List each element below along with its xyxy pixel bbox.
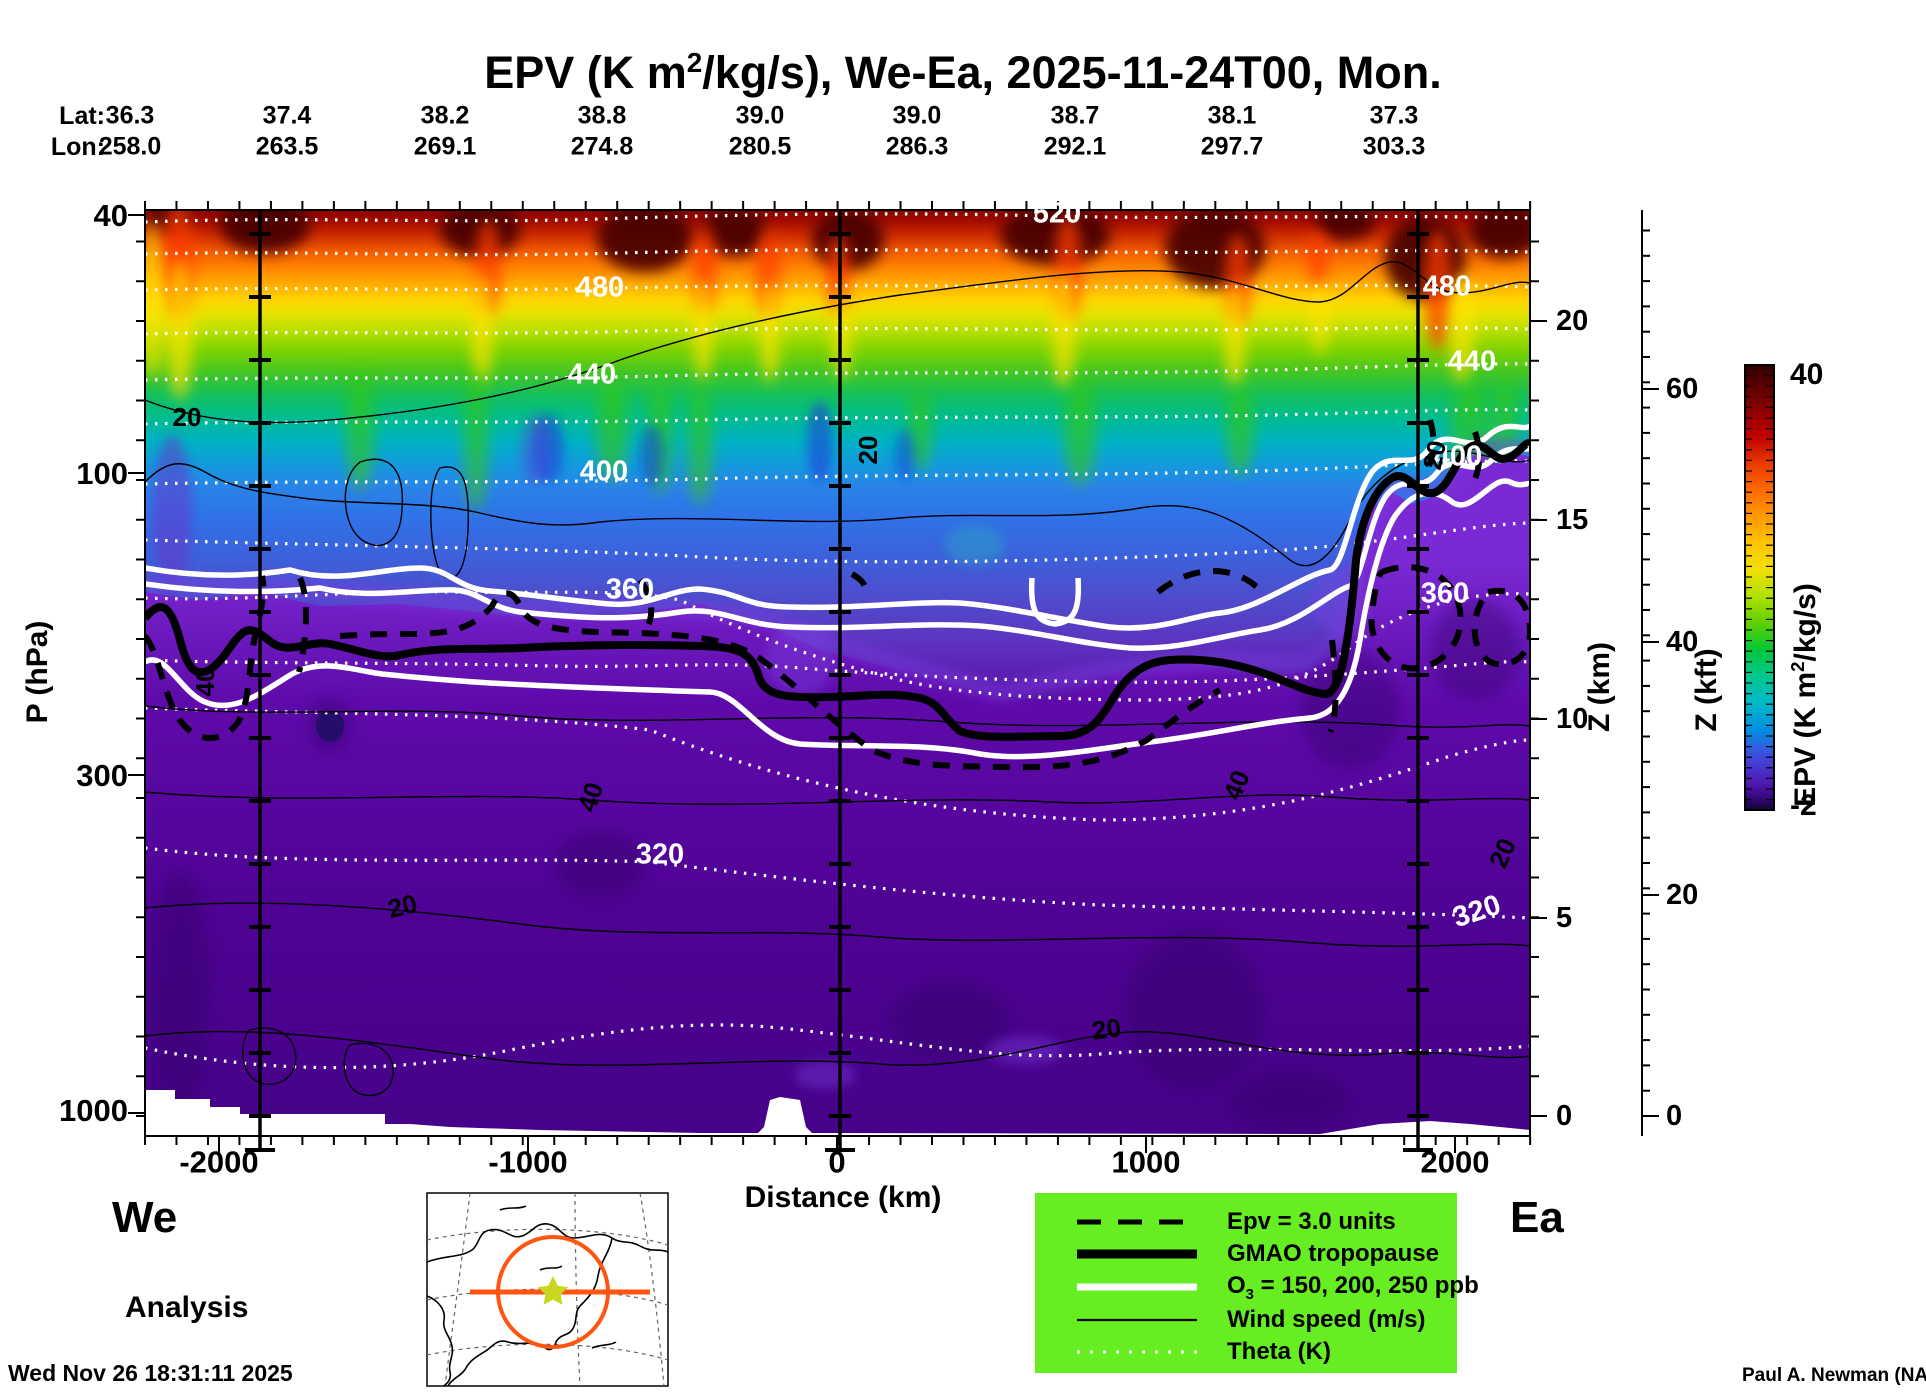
wind-label-20: 20 [1090, 1012, 1123, 1046]
navy-blob [316, 710, 344, 742]
lon-value: 274.8 [570, 132, 634, 161]
blue-pockets [152, 402, 1005, 585]
zkm-tick-5: 5 [1556, 902, 1573, 934]
lat-value: 37.4 [262, 101, 312, 130]
legend-item-ozone: O3 = 150, 200, 250 ppb [1227, 1272, 1479, 1303]
x-tick: 0 [828, 1144, 846, 1180]
lat-value: 38.7 [1050, 101, 1100, 130]
lat-value: 38.8 [577, 101, 627, 130]
lon-value: 280.5 [728, 132, 792, 161]
lon-value: 269.1 [413, 132, 477, 161]
x-tick: -2000 [179, 1144, 259, 1180]
legend-box [1035, 1193, 1457, 1373]
wind-label-40: 40 [190, 667, 220, 697]
colorbar-title: EPV (K m2/kg/s) [1787, 583, 1822, 807]
run-type-label: Analysis [125, 1291, 249, 1324]
green-fingers [346, 370, 1519, 510]
theta-label-480: 480 [1422, 270, 1472, 303]
z-kft-ticks [1642, 229, 1659, 1117]
tropopause-line [145, 439, 1530, 741]
wind-label-20: 20 [853, 435, 883, 465]
map-inset [426, 1192, 669, 1387]
lat-value: 39.0 [735, 101, 785, 130]
lon-row-label: Lon: [50, 133, 105, 161]
p-tick-40: 40 [93, 198, 128, 233]
theta-label-320: 320 [635, 838, 685, 871]
wind-label-20: 20 [172, 402, 202, 432]
zkm-tick-15: 15 [1556, 504, 1589, 536]
legend-item-tropopause: GMAO tropopause [1227, 1240, 1440, 1267]
theta-label-440: 440 [567, 358, 617, 391]
zkft-tick-60: 60 [1666, 373, 1699, 405]
theta-label-360: 360 [1420, 577, 1470, 610]
lon-value: 286.3 [885, 132, 949, 161]
map-range-circle [496, 1235, 610, 1349]
credit: Paul A. Newman (NASA [1742, 1365, 1926, 1386]
wind-label-20: 20 [384, 887, 421, 925]
legend-item-wind: Wind speed (m/s) [1227, 1306, 1426, 1333]
p-tick-300: 300 [76, 758, 128, 793]
wind-label-20: 20 [1416, 437, 1453, 473]
epv3-dashed-contours [145, 419, 1530, 771]
theta-label-360: 360 [605, 573, 655, 606]
colorbar-max: 40 [1790, 358, 1824, 391]
east-end-label: Ea [1510, 1193, 1564, 1242]
yellow-streaks [145, 220, 1474, 400]
zkft-axis-title: Z (kft) [1690, 648, 1723, 732]
x-tick: -1000 [488, 1144, 568, 1180]
x-tick: 2000 [1420, 1144, 1490, 1180]
theta-label-400: 400 [579, 455, 629, 488]
epv-field [145, 210, 1530, 1136]
axis-ticks [128, 201, 1547, 1153]
distance-axis-title: Distance (km) [744, 1181, 942, 1214]
lon-value: 263.5 [255, 132, 319, 161]
map-location-star [537, 1276, 569, 1305]
theta-label-440: 440 [1447, 345, 1497, 378]
zkm-tick-10: 10 [1556, 703, 1589, 735]
lat-value: 38.1 [1207, 101, 1257, 130]
zkft-tick-40: 40 [1666, 626, 1699, 658]
legend-item-epv: Epv = 3.0 units [1227, 1208, 1396, 1235]
timestamp: Wed Nov 26 18:31:11 2025 [8, 1360, 293, 1386]
waypoint-lines [258, 210, 1420, 1150]
lat-value: 38.2 [420, 101, 470, 130]
figure-title: EPV (K m2/kg/s), We-Ea, 2025-11-24T00, M… [484, 47, 1442, 98]
p-tick-1000: 1000 [59, 1093, 128, 1128]
theta-label-400: 400 [1433, 440, 1483, 473]
x-tick: 1000 [1111, 1144, 1181, 1180]
theta-label-520: 520 [1032, 197, 1082, 230]
colorbar-min: -2 [1790, 789, 1817, 822]
zkm-axis-title: Z (km) [1583, 642, 1616, 732]
zkm-tick-0: 0 [1556, 1100, 1573, 1132]
lat-value: 39.0 [892, 101, 942, 130]
ozone-contours [145, 423, 1530, 760]
lon-value: 258.0 [98, 132, 162, 161]
zkm-tick-20: 20 [1556, 305, 1589, 337]
zkft-tick-20: 20 [1666, 879, 1699, 911]
terrain-mask [145, 1090, 1530, 1136]
zkft-tick-0: 0 [1666, 1100, 1683, 1132]
lon-value: 303.3 [1362, 132, 1426, 161]
theta-label-480: 480 [575, 271, 625, 304]
lat-value: 37.3 [1369, 101, 1419, 130]
legend-item-theta: Theta (K) [1227, 1338, 1331, 1365]
waypoint-crossbars [245, 232, 1433, 1152]
lat-value: 36.3 [105, 101, 155, 130]
lon-value: 292.1 [1043, 132, 1107, 161]
lon-value: 297.7 [1200, 132, 1264, 161]
pressure-axis-title: P (hPa) [21, 620, 54, 724]
p-tick-100: 100 [76, 456, 128, 491]
west-end-label: We [112, 1193, 178, 1242]
lat-row-label: Lat: [59, 102, 105, 130]
wind-speed-contours [145, 261, 1530, 1097]
colorbar [1744, 364, 1775, 811]
